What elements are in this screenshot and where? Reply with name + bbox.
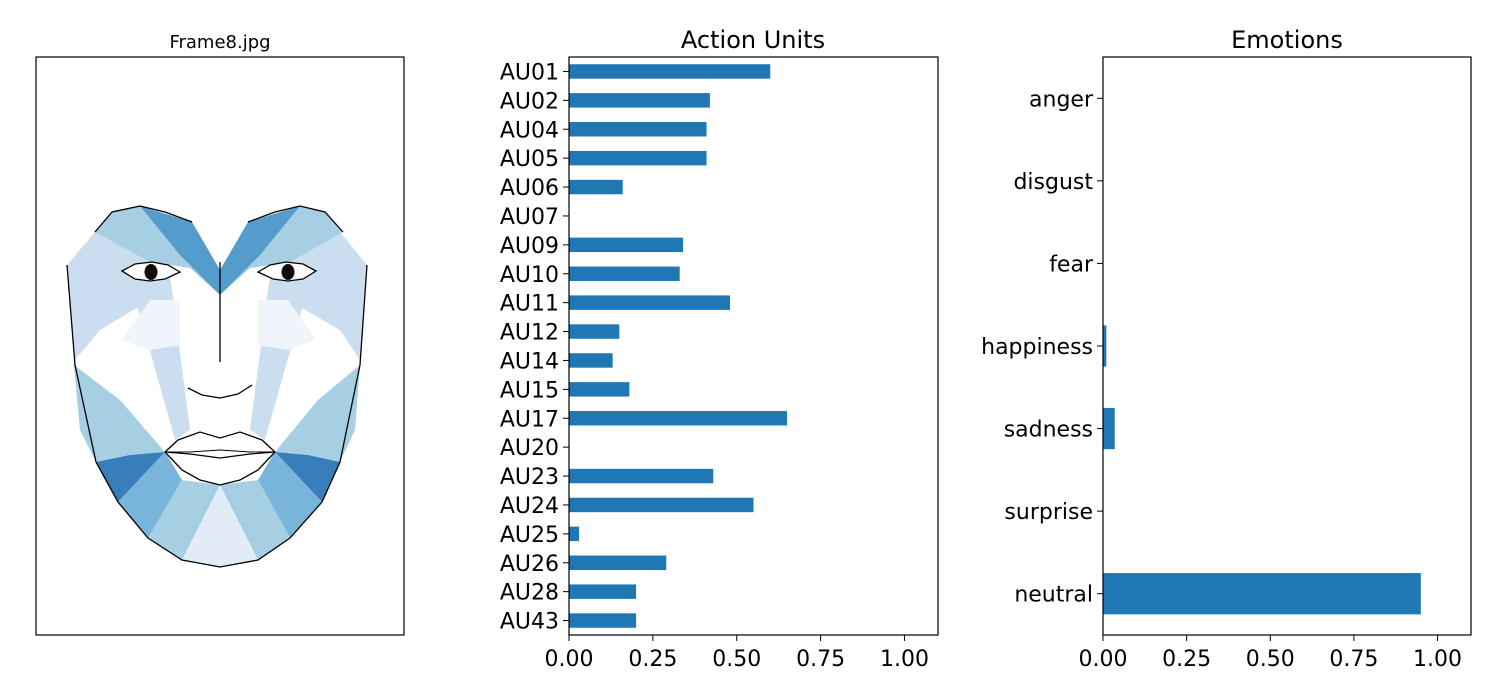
au-category-label: AU04: [500, 118, 559, 143]
au-category-label: AU05: [500, 147, 559, 172]
action-units-title: Action Units: [681, 26, 825, 54]
action-units-chart: Action Units AU01AU02AU04AU05AU06AU07AU0…: [500, 26, 939, 672]
au-bar: [569, 93, 710, 108]
au-bar: [569, 179, 623, 195]
emotions-frame: [1102, 56, 1472, 636]
au-category-label: AU02: [500, 89, 559, 114]
right-pupil: [281, 264, 295, 280]
au-bar: [569, 411, 788, 426]
au-category-label: AU15: [500, 378, 559, 403]
au-bar: [569, 353, 613, 368]
emotion-category-label: anger: [1029, 87, 1094, 112]
au-xtick-label: 0.50: [712, 647, 761, 672]
action-units-marks: AU01 AU02 AU04 AU05 AU06 AU07 AU09 AU10 AU11 AU12…: [500, 60, 929, 672]
face-drawing: [66, 205, 368, 568]
au-bar: [569, 497, 754, 513]
au-category-label: AU20: [500, 436, 559, 461]
au-xtick-label: 0.25: [628, 647, 677, 672]
au-bar: [569, 382, 630, 397]
emotions-title: Emotions: [1231, 26, 1343, 54]
au-category-label: AU01: [500, 60, 559, 85]
au-bar: [569, 555, 667, 570]
au-category-label: AU12: [500, 321, 559, 346]
au-bar: [569, 468, 714, 484]
emotion-xtick-label: 0.00: [1079, 647, 1128, 672]
au-category-label: AU11: [500, 292, 559, 317]
au-category-label: AU43: [500, 610, 559, 635]
au-bar: [569, 266, 680, 281]
au-xtick-label: 0.75: [796, 647, 845, 672]
face-panel: Frame8.jpg: [35, 32, 405, 636]
au-bar: [569, 122, 707, 137]
au-bar: [569, 295, 731, 310]
au-category-label: AU23: [500, 465, 559, 490]
left-pupil: [144, 264, 158, 280]
au-category-label: AU06: [500, 176, 559, 201]
au-xtick-label: 0.00: [545, 647, 594, 672]
emotion-category-label: happiness: [981, 335, 1093, 360]
au-category-label: AU10: [500, 263, 559, 288]
emotion-category-label: surprise: [1004, 500, 1093, 525]
action-units-frame: [568, 56, 939, 636]
emotion-xtick-label: 0.75: [1329, 647, 1378, 672]
emotion-bar: [1103, 325, 1107, 367]
au-category-label: AU25: [500, 523, 559, 548]
au-category-label: AU24: [500, 494, 559, 519]
emotion-xtick-label: 1.00: [1413, 647, 1462, 672]
emotions-chart: Emotions anger disgust fear happiness sadnes…: [981, 26, 1472, 672]
emotion-category-label: fear: [1049, 252, 1094, 277]
emotions-marks: anger disgust fear happiness sadness surprise…: [981, 87, 1462, 672]
au-category-label: AU07: [500, 205, 559, 230]
au-bar: [569, 526, 580, 542]
emotion-xtick-label: 0.25: [1162, 647, 1211, 672]
au-category-label: AU17: [500, 407, 559, 432]
au-bar: [569, 64, 771, 79]
emotion-bar: [1103, 407, 1115, 450]
au-bar: [569, 237, 684, 253]
emotion-category-label: disgust: [1013, 170, 1093, 195]
emotion-bar: [1103, 573, 1421, 615]
au-bar: [569, 324, 620, 339]
au-xtick-label: 1.00: [880, 647, 929, 672]
au-category-label: AU09: [500, 234, 559, 259]
emotion-category-label: neutral: [1014, 583, 1093, 608]
au-bar: [569, 150, 707, 166]
au-bar: [569, 613, 637, 628]
au-category-label: AU26: [500, 552, 559, 577]
au-bar: [569, 584, 637, 599]
face-panel-title: Frame8.jpg: [169, 32, 270, 53]
emotion-category-label: sadness: [1004, 418, 1093, 443]
au-category-label: AU28: [500, 581, 559, 606]
emotion-xtick-label: 0.50: [1246, 647, 1295, 672]
au-category-label: AU14: [500, 349, 559, 374]
